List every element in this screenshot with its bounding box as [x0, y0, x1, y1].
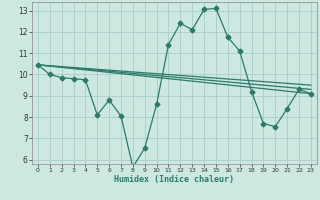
X-axis label: Humidex (Indice chaleur): Humidex (Indice chaleur): [115, 175, 234, 184]
